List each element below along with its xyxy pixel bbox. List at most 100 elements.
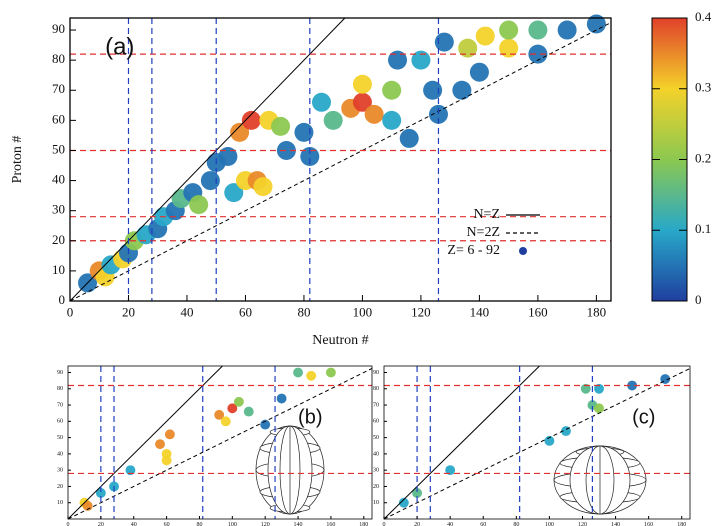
y-tick-label: 60 <box>373 419 379 425</box>
panel-label: (a) <box>105 33 134 60</box>
y-tick-label: 40 <box>52 172 65 187</box>
x-tick-label: 160 <box>528 304 548 319</box>
y-tick-label: 80 <box>52 51 65 66</box>
nucleus-point <box>411 51 430 70</box>
nucleus-point <box>382 81 401 100</box>
y-tick-label: 70 <box>57 402 63 408</box>
nucleus-point <box>458 39 477 58</box>
y-tick-label: 90 <box>373 370 379 376</box>
x-tick-label: 140 <box>470 304 490 319</box>
y-tick-label: 30 <box>57 468 63 474</box>
figure: 0204060801001201401601800102030405060708… <box>0 0 714 526</box>
x-axis-label: Neutron # <box>312 333 368 348</box>
x-tick-label: 60 <box>164 522 170 526</box>
nucleus-point <box>294 123 313 142</box>
nucleus-point <box>277 394 287 404</box>
x-tick-label: 60 <box>480 522 486 526</box>
x-tick-label: 20 <box>414 522 420 526</box>
x-tick-label: 180 <box>587 304 607 319</box>
y-tick-label: 50 <box>57 435 63 441</box>
plot-frame <box>70 18 611 301</box>
y-tick-label: 50 <box>52 141 65 156</box>
nucleus-point <box>155 439 165 449</box>
x-tick-label: 0 <box>67 304 74 319</box>
y-tick-label: 10 <box>52 262 65 277</box>
x-tick-label: 160 <box>326 522 335 526</box>
y-tick-label: 80 <box>57 386 63 392</box>
x-tick-label: 40 <box>447 522 453 526</box>
x-tick-label: 120 <box>261 522 270 526</box>
nucleus-point <box>388 51 407 70</box>
legend-marker <box>519 247 527 255</box>
nucleus-point <box>476 27 495 46</box>
x-tick-label: 120 <box>411 304 431 319</box>
x-tick-label: 160 <box>644 522 653 526</box>
nucleus-point <box>162 455 172 465</box>
x-tick-label: 100 <box>353 304 373 319</box>
panel-label: (c) <box>632 406 655 428</box>
n-equals-z-line <box>68 366 222 519</box>
x-tick-label: 40 <box>131 522 137 526</box>
spheroid-c <box>554 446 646 514</box>
x-tick-label: 180 <box>677 522 686 526</box>
x-tick-label: 120 <box>578 522 587 526</box>
nucleus-point <box>382 111 401 130</box>
nucleus-point <box>452 81 471 100</box>
legend-label: Z= 6 - 92 <box>447 243 500 258</box>
y-tick-label: 50 <box>373 435 379 441</box>
nucleus-point <box>165 429 175 439</box>
x-tick-label: 0 <box>383 522 386 526</box>
y-tick-label: 10 <box>373 500 379 506</box>
x-tick-label: 60 <box>239 304 252 319</box>
x-tick-label: 0 <box>67 522 70 526</box>
nucleus-point <box>312 93 331 112</box>
y-tick-label: 0 <box>59 292 66 307</box>
y-tick-label: 40 <box>57 451 63 457</box>
spheroid-b <box>256 426 324 514</box>
colorbar-tick-label: 0 <box>695 292 702 307</box>
y-tick-label: 70 <box>52 81 65 96</box>
colorbar-tick-label: 0.3 <box>695 80 711 95</box>
nucleus-point <box>271 117 290 136</box>
nucleus-point <box>293 368 303 378</box>
nucleus-point <box>528 21 547 40</box>
nucleus-point <box>499 21 518 40</box>
x-tick-label: 40 <box>180 304 193 319</box>
y-axis-label: Proton # <box>10 136 25 184</box>
x-tick-label: 80 <box>513 522 519 526</box>
x-tick-label: 20 <box>98 522 104 526</box>
y-tick-label: 20 <box>373 484 379 490</box>
nucleus-point <box>221 416 231 426</box>
y-tick-label: 60 <box>52 111 65 126</box>
x-tick-label: 140 <box>611 522 620 526</box>
nucleus-point <box>201 171 220 190</box>
nucleus-point <box>234 397 244 407</box>
x-tick-label: 80 <box>297 304 310 319</box>
y-tick-label: 30 <box>52 202 65 217</box>
x-tick-label: 140 <box>294 522 303 526</box>
nucleus-point <box>558 21 577 40</box>
x-tick-label: 20 <box>122 304 135 319</box>
colorbar-tick-label: 0.4 <box>695 9 712 24</box>
nucleus-point <box>218 147 237 166</box>
nucleus-point <box>254 177 273 196</box>
y-tick-label: 70 <box>373 402 379 408</box>
nucleus-point <box>423 81 442 100</box>
y-tick-label: 40 <box>373 451 379 457</box>
nucleus-point <box>594 403 604 413</box>
nucleus-point <box>244 407 254 417</box>
nucleus-point <box>324 111 343 130</box>
legend-label: N=2Z <box>466 225 500 240</box>
y-tick-label: 20 <box>52 232 65 247</box>
legend-label: N=Z <box>473 207 500 222</box>
nucleus-point <box>189 195 208 214</box>
y-tick-label: 90 <box>52 21 65 36</box>
nucleus-point <box>435 33 454 52</box>
nucleus-point <box>400 129 419 148</box>
panel-label: (b) <box>298 406 322 428</box>
colorbar-tick-label: 0.2 <box>695 150 711 165</box>
nucleus-point <box>306 371 316 381</box>
y-tick-label: 20 <box>57 484 63 490</box>
nucleus-point <box>365 105 384 124</box>
nucleus-point <box>326 368 336 378</box>
